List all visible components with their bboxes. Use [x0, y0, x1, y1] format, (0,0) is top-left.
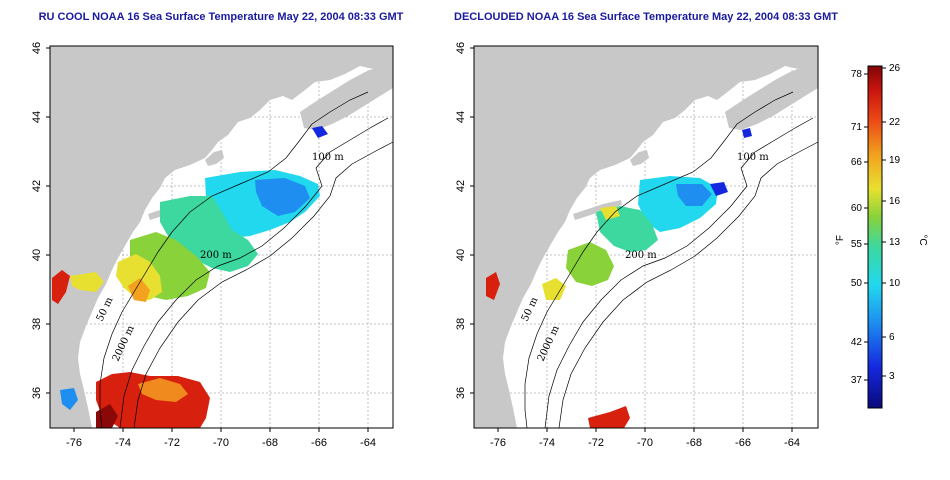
right-map-lon-tick: -74 [539, 437, 555, 449]
colorbar-c-label: 26 [889, 63, 901, 74]
colorbar-c-label: 19 [889, 155, 901, 166]
left-map-lat-tick: 36 [31, 387, 43, 399]
left-map-x-axis: -76 -74 -72 -70 -68 -66 -64 [66, 428, 376, 449]
right-map-frame [473, 45, 819, 429]
right-map-lat-tick: 42 [455, 180, 467, 192]
right-map: DECLOUDED NOAA 16 Sea Surface Temperatur… [454, 11, 838, 449]
right-map-lon-tick: -76 [490, 437, 506, 449]
left-map-isobaths [99, 91, 394, 429]
colorbar-f-label: 50 [851, 278, 863, 289]
right-map-cape-cod [630, 150, 649, 166]
colorbar: 78 71 66 60 55 50 42 37 26 22 19 16 13 1… [835, 63, 928, 409]
colorbar-c-label: 3 [889, 371, 895, 382]
colorbar-f-label: 60 [851, 203, 863, 214]
right-map-lat-tick: 40 [455, 249, 467, 261]
right-map-lon-tick: -68 [686, 437, 702, 449]
left-map-lat-tick: 46 [31, 42, 43, 54]
colorbar-c-label: 16 [889, 196, 901, 207]
right-map-lon-tick: -64 [784, 437, 800, 449]
right-map-land [474, 46, 818, 428]
right-map-lat-tick: 38 [455, 318, 467, 330]
right-map-y-axis: 46 44 42 40 38 36 [455, 42, 474, 399]
colorbar-gradient [867, 65, 883, 409]
colorbar-f-label: 42 [851, 337, 863, 348]
right-map-label-100m: 100 m [737, 152, 769, 163]
left-map-lon-tick: -76 [66, 437, 82, 449]
colorbar-c-label: 13 [889, 237, 901, 248]
colorbar-celsius-unit: °C [917, 234, 928, 245]
right-map-lon-tick: -66 [735, 437, 751, 449]
right-map-lat-tick: 36 [455, 387, 467, 399]
colorbar-f-label: 55 [851, 239, 863, 250]
right-map-nova-scotia [725, 64, 818, 130]
colorbar-f-label: 71 [851, 122, 863, 133]
left-map-lat-tick: 42 [31, 180, 43, 192]
right-map-lat-tick: 46 [455, 42, 467, 54]
left-map-label-200m: 200 m [200, 250, 232, 261]
left-map-lon-tick: -66 [311, 437, 327, 449]
left-map-lon-tick: -64 [360, 437, 376, 449]
left-map-lon-tick: -68 [262, 437, 278, 449]
right-map-x-axis: -76 -74 -72 -70 -68 -66 -64 [490, 428, 800, 449]
colorbar-fahrenheit-ticks [864, 73, 868, 381]
colorbar-f-label: 78 [851, 69, 863, 80]
colorbar-f-label: 37 [851, 375, 863, 386]
left-map-lon-tick: -72 [164, 437, 180, 449]
colorbar-fahrenheit-unit: °F [835, 235, 846, 245]
colorbar-c-label: 22 [889, 117, 901, 128]
left-map-title: RU COOL NOAA 16 Sea Surface Temperature … [39, 11, 404, 23]
left-map-lon-tick: -74 [115, 437, 131, 449]
right-map-lon-tick: -70 [637, 437, 653, 449]
left-map: RU COOL NOAA 16 Sea Surface Temperature … [31, 11, 404, 449]
left-map-label-100m: 100 m [312, 152, 344, 163]
left-map-lon-tick: -70 [213, 437, 229, 449]
left-map-lat-tick: 38 [31, 318, 43, 330]
right-map-title: DECLOUDED NOAA 16 Sea Surface Temperatur… [454, 11, 838, 23]
left-map-nova-scotia [300, 64, 393, 130]
colorbar-celsius-ticks [882, 67, 886, 377]
left-map-lat-tick: 40 [31, 249, 43, 261]
right-map-label-200m: 200 m [625, 250, 657, 261]
left-map-lat-tick: 44 [31, 111, 43, 123]
colorbar-f-label: 66 [851, 157, 863, 168]
right-map-isobaths [524, 91, 819, 429]
left-map-cape-cod [205, 150, 224, 166]
right-map-lon-tick: -72 [588, 437, 604, 449]
colorbar-c-label: 6 [889, 332, 895, 343]
colorbar-c-label: 10 [889, 278, 901, 289]
left-map-land [50, 46, 393, 428]
left-map-y-axis: 46 44 42 40 38 36 [31, 42, 50, 399]
right-map-long-island [573, 200, 622, 220]
right-map-sst-data [486, 128, 752, 428]
right-map-lat-tick: 44 [455, 111, 467, 123]
